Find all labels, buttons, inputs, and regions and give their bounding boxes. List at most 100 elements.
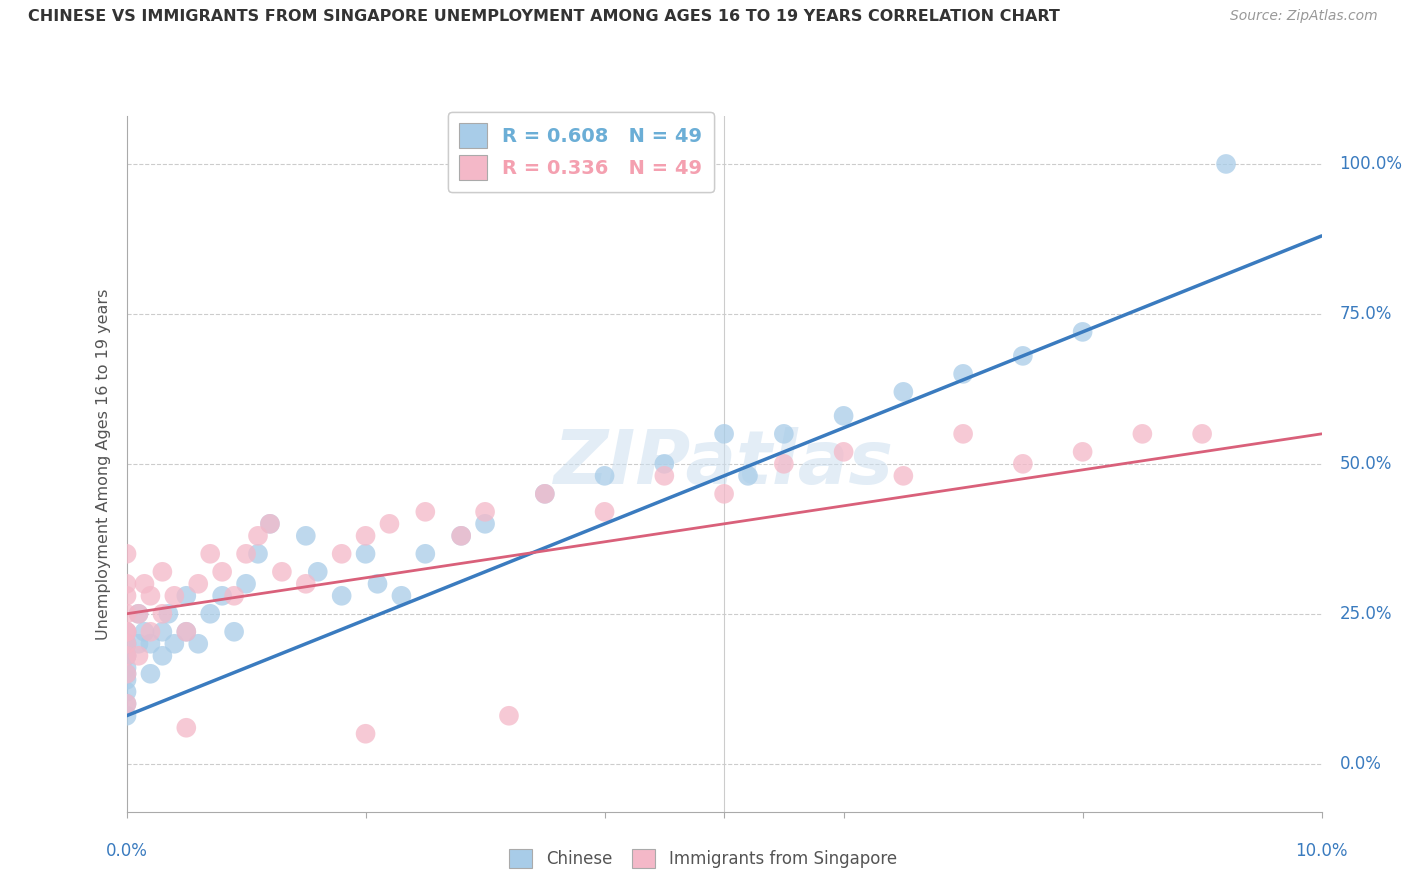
Point bbox=[222, 589, 246, 603]
Point bbox=[354, 547, 377, 561]
Point bbox=[174, 589, 197, 603]
Point bbox=[247, 529, 270, 543]
Point bbox=[235, 576, 257, 591]
Point bbox=[832, 445, 855, 459]
Point bbox=[134, 576, 156, 591]
Point bbox=[163, 637, 186, 651]
Point bbox=[952, 426, 974, 441]
Point bbox=[366, 576, 388, 591]
Point bbox=[115, 637, 138, 651]
Point bbox=[259, 516, 281, 531]
Point bbox=[450, 529, 472, 543]
Point bbox=[127, 607, 149, 621]
Point bbox=[115, 666, 138, 681]
Point bbox=[1011, 457, 1033, 471]
Point bbox=[174, 624, 197, 639]
Point bbox=[832, 409, 855, 423]
Point bbox=[259, 516, 281, 531]
Point bbox=[187, 576, 209, 591]
Text: 75.0%: 75.0% bbox=[1340, 305, 1392, 323]
Point bbox=[127, 607, 149, 621]
Point bbox=[652, 468, 675, 483]
Point bbox=[1215, 157, 1237, 171]
Point bbox=[115, 697, 138, 711]
Point bbox=[652, 457, 675, 471]
Point bbox=[1071, 325, 1094, 339]
Point bbox=[211, 565, 233, 579]
Point bbox=[150, 607, 174, 621]
Point bbox=[294, 529, 316, 543]
Point bbox=[533, 487, 555, 501]
Point bbox=[134, 624, 156, 639]
Point bbox=[115, 547, 138, 561]
Point bbox=[211, 589, 233, 603]
Point bbox=[163, 589, 186, 603]
Point bbox=[1191, 426, 1213, 441]
Point bbox=[157, 607, 180, 621]
Point bbox=[294, 576, 316, 591]
Point bbox=[115, 576, 138, 591]
Text: ZIPatlas: ZIPatlas bbox=[554, 427, 894, 500]
Point bbox=[115, 648, 138, 663]
Point bbox=[474, 505, 496, 519]
Point bbox=[713, 487, 735, 501]
Point bbox=[115, 666, 138, 681]
Point bbox=[150, 565, 174, 579]
Point bbox=[891, 384, 914, 399]
Point bbox=[389, 589, 412, 603]
Point bbox=[150, 624, 174, 639]
Point bbox=[187, 637, 209, 651]
Point bbox=[115, 624, 138, 639]
Point bbox=[533, 487, 555, 501]
Point bbox=[1011, 349, 1033, 363]
Point bbox=[413, 547, 436, 561]
Point bbox=[593, 468, 616, 483]
Point bbox=[270, 565, 294, 579]
Point bbox=[115, 624, 138, 639]
Point bbox=[115, 607, 138, 621]
Point bbox=[115, 637, 138, 651]
Text: 25.0%: 25.0% bbox=[1340, 605, 1392, 623]
Point bbox=[1071, 445, 1094, 459]
Point bbox=[450, 529, 472, 543]
Point bbox=[474, 516, 496, 531]
Point bbox=[139, 666, 162, 681]
Point bbox=[115, 624, 138, 639]
Point bbox=[413, 505, 436, 519]
Text: 0.0%: 0.0% bbox=[1340, 755, 1382, 772]
Y-axis label: Unemployment Among Ages 16 to 19 years: Unemployment Among Ages 16 to 19 years bbox=[96, 288, 111, 640]
Point bbox=[127, 637, 149, 651]
Legend: Chinese, Immigrants from Singapore: Chinese, Immigrants from Singapore bbox=[502, 842, 904, 875]
Point bbox=[713, 426, 735, 441]
Point bbox=[139, 624, 162, 639]
Text: Source: ZipAtlas.com: Source: ZipAtlas.com bbox=[1230, 9, 1378, 23]
Text: 10.0%: 10.0% bbox=[1295, 842, 1348, 860]
Point bbox=[773, 426, 796, 441]
Text: CHINESE VS IMMIGRANTS FROM SINGAPORE UNEMPLOYMENT AMONG AGES 16 TO 19 YEARS CORR: CHINESE VS IMMIGRANTS FROM SINGAPORE UNE… bbox=[28, 9, 1060, 24]
Point bbox=[127, 648, 149, 663]
Point bbox=[115, 648, 138, 663]
Text: 100.0%: 100.0% bbox=[1340, 155, 1403, 173]
Point bbox=[593, 505, 616, 519]
Point bbox=[200, 607, 222, 621]
Point bbox=[115, 589, 138, 603]
Point bbox=[115, 673, 138, 687]
Point bbox=[1130, 426, 1153, 441]
Point bbox=[498, 708, 520, 723]
Point bbox=[354, 727, 377, 741]
Point bbox=[115, 697, 138, 711]
Point bbox=[330, 589, 353, 603]
Point bbox=[139, 589, 162, 603]
Point bbox=[222, 624, 246, 639]
Text: 0.0%: 0.0% bbox=[105, 842, 148, 860]
Point bbox=[150, 648, 174, 663]
Point bbox=[174, 721, 197, 735]
Point bbox=[115, 708, 138, 723]
Legend: R = 0.608   N = 49, R = 0.336   N = 49: R = 0.608 N = 49, R = 0.336 N = 49 bbox=[447, 112, 714, 192]
Point bbox=[235, 547, 257, 561]
Point bbox=[891, 468, 914, 483]
Point bbox=[247, 547, 270, 561]
Point bbox=[307, 565, 329, 579]
Point bbox=[952, 367, 974, 381]
Point bbox=[330, 547, 353, 561]
